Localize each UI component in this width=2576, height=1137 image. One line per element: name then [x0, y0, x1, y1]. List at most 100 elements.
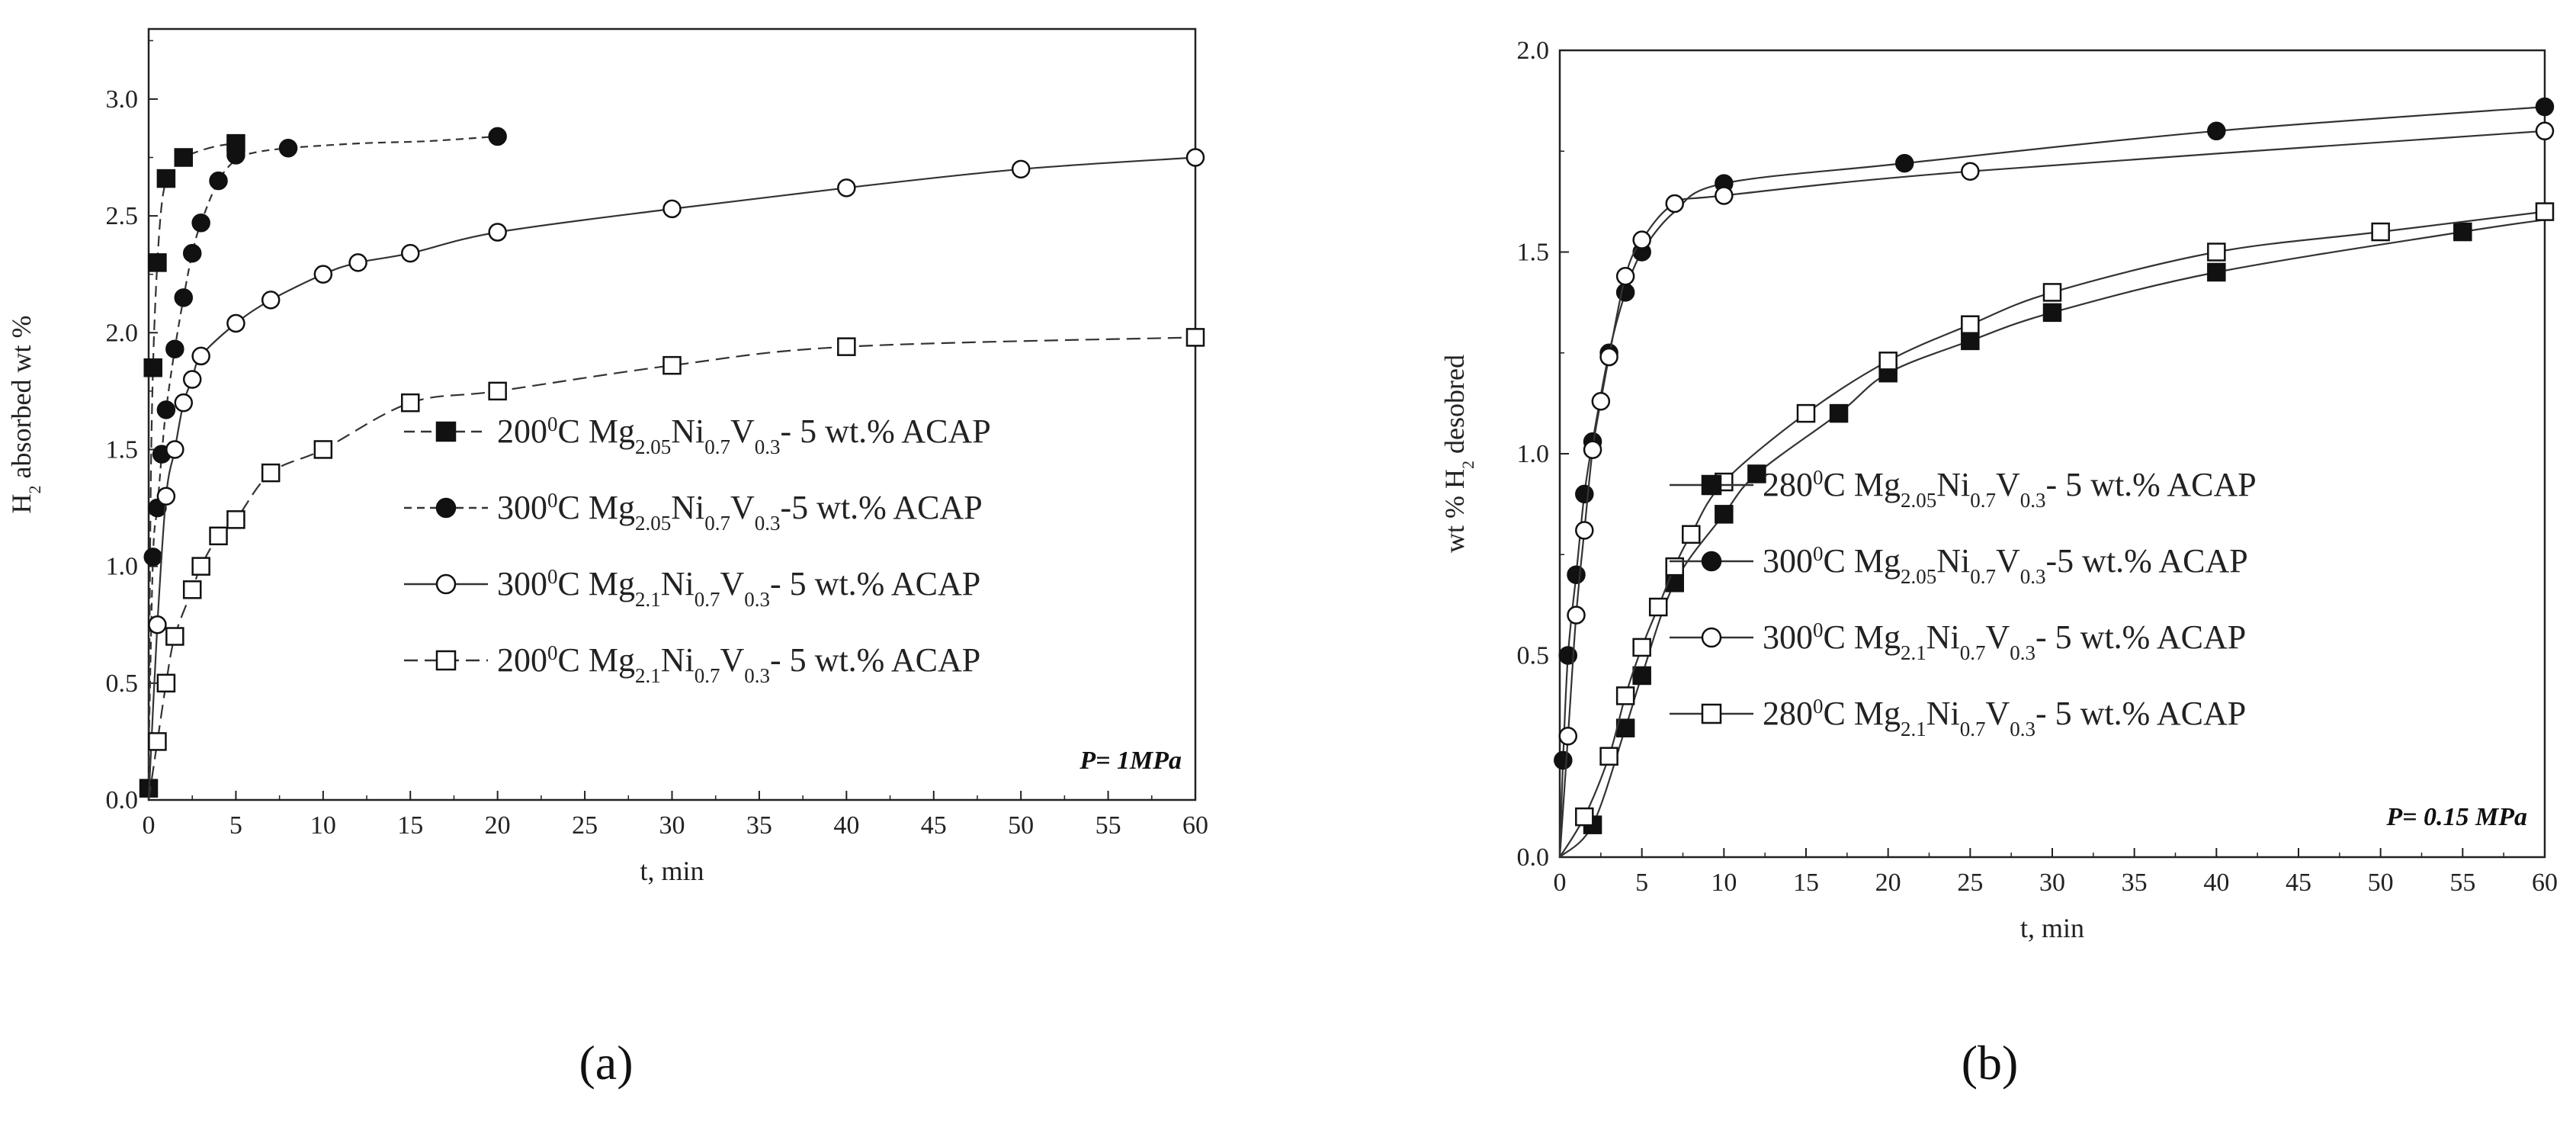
data-point: [156, 400, 176, 419]
x-tick-label: 30: [2039, 869, 2065, 897]
text-part: 0.7: [1970, 565, 1996, 588]
text-part: Ni: [661, 565, 695, 602]
y-tick-label: 0.5: [106, 670, 139, 698]
data-point: [1878, 352, 1898, 371]
data-point: [165, 339, 184, 358]
legend-label: 2000C Mg2.1Ni0.7V0.3- 5 wt.% ACAP: [497, 641, 980, 687]
legend-entry: 2800C Mg2.05Ni0.7V0.3- 5 wt.% ACAP: [1670, 466, 2257, 512]
x-tick-label: 50: [1008, 811, 1034, 840]
legend-marker: [435, 421, 457, 442]
y-axis-label: H2 absorbed wt %: [6, 316, 44, 514]
data-point: [191, 557, 210, 576]
data-point: [156, 487, 176, 506]
x-tick-label: 60: [1182, 811, 1208, 840]
text-part: Ni: [671, 489, 704, 526]
legend: 2000C Mg2.05Ni0.7V0.3- 5 wt.% ACAP 3000C …: [404, 413, 991, 687]
text-part: - 5 wt.% ACAP: [770, 565, 980, 602]
data-point: [488, 223, 507, 242]
data-point: [1599, 747, 1618, 766]
text-part: V: [1996, 466, 2020, 503]
data-point: [348, 253, 367, 272]
data-point: [1185, 148, 1205, 167]
data-point: [2042, 283, 2062, 302]
text-part: - 5 wt.% ACAP: [781, 413, 991, 450]
chart-panel-b: 0 5 10 15 20 25 30 35 40 45 50 55 600.00.51.01.52.0t…: [1439, 37, 2558, 1090]
data-point: [182, 370, 202, 389]
data-point: [662, 355, 682, 375]
series-1: [1559, 219, 2546, 858]
series-4: [147, 328, 1205, 801]
text-part: 0.7: [695, 588, 720, 611]
legend-marker: [435, 497, 457, 519]
data-point: [2042, 303, 2062, 323]
data-point: [1599, 347, 1618, 367]
series-line: [147, 143, 236, 801]
text-part: 300: [1763, 618, 1813, 656]
text-part: - 5 wt.% ACAP: [2046, 466, 2257, 503]
data-point: [2207, 121, 2226, 141]
text-part: 0: [1813, 542, 1824, 565]
data-point: [209, 526, 228, 546]
legend-label: 2000C Mg2.05Ni0.7V0.3- 5 wt.% ACAP: [497, 413, 991, 458]
data-point: [278, 138, 298, 158]
data-point: [1665, 194, 1684, 214]
data-point: [182, 243, 202, 263]
x-tick-label: 30: [659, 811, 685, 840]
text-part: 2.1: [1901, 718, 1926, 740]
y-tick-label: 2.0: [1517, 37, 1550, 65]
legend-label: 2800C Mg2.1Ni0.7V0.3- 5 wt.% ACAP: [1763, 695, 2246, 740]
data-point: [2535, 202, 2555, 221]
data-point: [143, 548, 162, 567]
text-part: 200: [497, 641, 547, 679]
y-tick-label: 2.5: [106, 202, 139, 230]
text-part: Ni: [1926, 695, 1960, 732]
data-point: [165, 440, 184, 459]
data-point: [182, 580, 202, 599]
text-part: 280: [1763, 466, 1813, 503]
legend-entry: 3000C Mg2.1Ni0.7V0.3- 5 wt.% ACAP: [1670, 618, 2246, 664]
data-point: [1011, 159, 1031, 179]
plot-frame: [1558, 49, 2546, 859]
legend-entry: 3000C Mg2.05Ni0.7V0.3-5 wt.% ACAP: [404, 489, 983, 535]
pressure-annotation: P= 0.15 MPa: [2385, 803, 2527, 831]
data-point: [148, 253, 167, 272]
text-part: wt % H: [1439, 469, 1470, 553]
text-part: V: [1985, 618, 2010, 656]
x-tick-label: 45: [921, 811, 947, 840]
legend-label: 3000C Mg2.05Ni0.7V0.3-5 wt.% ACAP: [497, 489, 983, 535]
legend-marker: [435, 650, 457, 671]
x-tick-label: 55: [1096, 811, 1121, 840]
data-point: [313, 265, 333, 284]
text-part: C Mg: [558, 565, 635, 602]
data-point: [662, 199, 682, 219]
text-part: - 5 wt.% ACAP: [2035, 618, 2246, 656]
y-tick-label: 3.0: [106, 85, 139, 114]
text-part: C Mg: [1824, 466, 1901, 503]
data-point: [1961, 315, 1980, 334]
text-part: V: [1985, 695, 2010, 732]
text-part: - 5 wt.% ACAP: [770, 641, 980, 679]
series-line: [147, 156, 1196, 801]
legend-marker: [1701, 703, 1722, 724]
data-point: [143, 358, 162, 377]
series-3: [1558, 121, 2555, 858]
x-tick-label: 20: [1875, 869, 1901, 897]
data-point: [2207, 242, 2226, 262]
x-tick-label: 10: [1711, 869, 1737, 897]
text-part: 0: [1813, 695, 1824, 718]
data-point: [226, 146, 245, 165]
text-part: 2.05: [635, 435, 671, 458]
text-part: 2.1: [635, 588, 661, 611]
text-part: 0.7: [1960, 641, 1986, 664]
x-axis-label: t, min: [640, 856, 704, 886]
text-part: V: [730, 489, 755, 526]
legend-label: 2800C Mg2.05Ni0.7V0.3- 5 wt.% ACAP: [1763, 466, 2257, 512]
x-tick-label: 35: [746, 811, 772, 840]
legend-entry: 2000C Mg2.1Ni0.7V0.3- 5 wt.% ACAP: [404, 641, 980, 687]
data-point: [1567, 605, 1586, 625]
x-tick-label: 0: [1554, 869, 1567, 897]
data-point: [1575, 807, 1594, 827]
series-2: [143, 127, 507, 753]
data-point: [1648, 597, 1668, 617]
y-tick-label: 1.5: [1517, 239, 1550, 267]
